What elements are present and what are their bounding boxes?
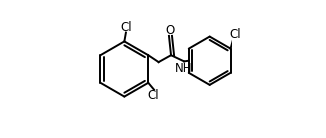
Text: O: O xyxy=(166,24,175,37)
Text: NH: NH xyxy=(175,62,192,75)
Text: Cl: Cl xyxy=(148,89,159,102)
Text: Cl: Cl xyxy=(120,21,132,34)
Text: Cl: Cl xyxy=(230,28,241,41)
